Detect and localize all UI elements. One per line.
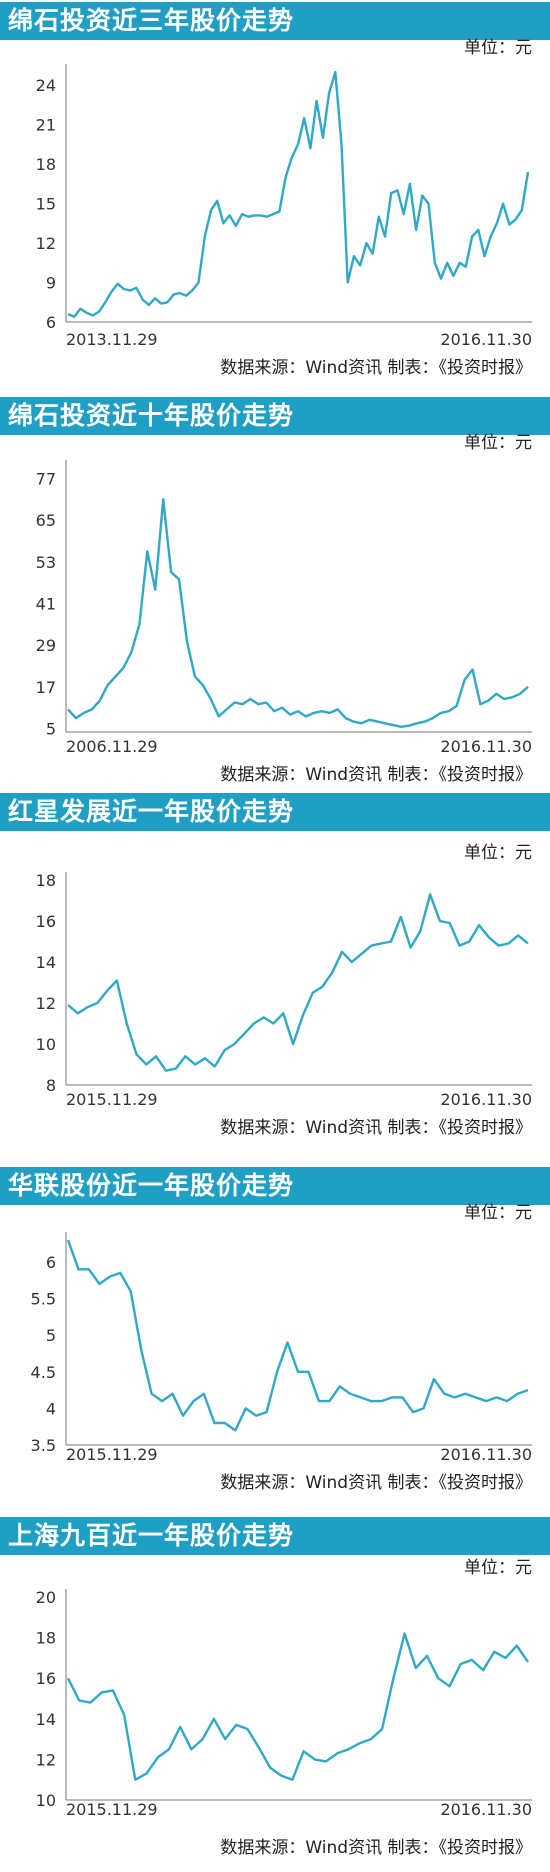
source-note: 数据来源：Wind资讯 制表：《投资时报》 <box>220 1838 532 1858</box>
x-tick-label-end: 2016.11.30 <box>440 1090 532 1109</box>
y-tick-label: 53 <box>36 553 56 572</box>
unit-label: 单位：元 <box>464 1203 532 1223</box>
x-tick-label-end: 2016.11.30 <box>440 737 532 756</box>
y-tick-label: 3.5 <box>31 1436 56 1455</box>
unit-label: 单位：元 <box>464 38 532 58</box>
y-tick-label: 12 <box>36 234 56 253</box>
y-tick-label: 15 <box>36 195 56 214</box>
y-tick-label: 16 <box>36 1669 56 1688</box>
y-tick-label: 10 <box>36 1791 56 1810</box>
y-tick-label: 10 <box>36 1035 56 1054</box>
chart-title: 红星发展近一年股价走势 <box>0 793 550 831</box>
x-tick-label-start: 2015.11.29 <box>66 1445 158 1464</box>
x-tick-label-start: 2013.11.29 <box>66 330 158 349</box>
y-tick-label: 18 <box>36 871 56 890</box>
y-tick-label: 6 <box>46 1253 56 1272</box>
y-tick-label: 16 <box>36 912 56 931</box>
chart-title: 绵石投资近三年股价走势 <box>0 2 550 40</box>
y-tick-label: 21 <box>36 116 56 135</box>
y-tick-label: 29 <box>36 636 56 655</box>
x-tick-label-end: 2016.11.30 <box>440 1800 532 1819</box>
y-tick-label: 41 <box>36 594 56 613</box>
y-tick-label: 18 <box>36 1629 56 1648</box>
y-tick-label: 20 <box>36 1588 56 1607</box>
y-tick-label: 4 <box>46 1399 56 1418</box>
price-series-line <box>66 1239 529 1432</box>
x-tick-label-end: 2016.11.30 <box>440 1445 532 1464</box>
source-note: 数据来源：Wind资讯 制表：《投资时报》 <box>220 358 532 378</box>
y-tick-label: 5 <box>46 1326 56 1345</box>
price-series-line <box>67 893 529 1072</box>
x-tick-label-start: 2015.11.29 <box>66 1800 158 1819</box>
x-tick-label-start: 2006.11.29 <box>66 737 158 756</box>
unit-label: 单位：元 <box>464 1558 532 1578</box>
y-tick-label: 5.5 <box>31 1290 56 1309</box>
x-tick-label-end: 2016.11.30 <box>440 330 532 349</box>
chart-title: 华联股份近一年股价走势 <box>0 1167 550 1205</box>
source-note: 数据来源：Wind资讯 制表：《投资时报》 <box>220 1118 532 1138</box>
y-tick-label: 24 <box>36 76 56 95</box>
y-tick-label: 65 <box>36 511 56 530</box>
y-tick-label: 12 <box>36 1750 56 1769</box>
price-series-line <box>67 498 529 728</box>
y-tick-label: 6 <box>46 313 56 332</box>
unit-label: 单位：元 <box>464 843 532 863</box>
chart-title: 上海九百近一年股价走势 <box>0 1517 550 1555</box>
unit-label: 单位：元 <box>464 433 532 453</box>
y-tick-label: 5 <box>46 720 56 739</box>
y-tick-label: 14 <box>36 953 56 972</box>
chart-title: 绵石投资近十年股价走势 <box>0 397 550 435</box>
x-tick-label-start: 2015.11.29 <box>66 1090 158 1109</box>
price-series-line <box>66 1632 529 1781</box>
y-tick-label: 12 <box>36 994 56 1013</box>
y-tick-label: 8 <box>46 1076 56 1095</box>
y-tick-label: 18 <box>36 155 56 174</box>
y-tick-label: 77 <box>36 469 56 488</box>
y-tick-label: 17 <box>36 678 56 697</box>
y-tick-label: 4.5 <box>31 1363 56 1382</box>
source-note: 数据来源：Wind资讯 制表：《投资时报》 <box>220 765 532 785</box>
source-note: 数据来源：Wind资讯 制表：《投资时报》 <box>220 1473 532 1493</box>
y-tick-label: 14 <box>36 1710 56 1729</box>
price-series-line <box>67 70 530 318</box>
y-tick-label: 9 <box>46 274 56 293</box>
